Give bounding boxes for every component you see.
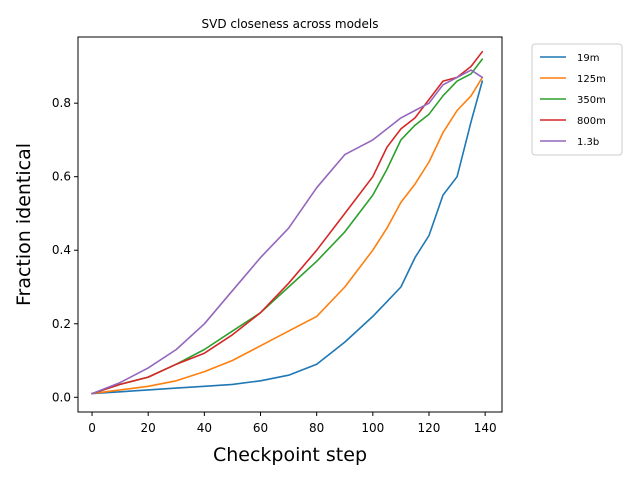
- x-tick-label: 20: [141, 421, 156, 435]
- x-tick-label: 80: [309, 421, 324, 435]
- x-tick-label: 120: [418, 421, 441, 435]
- legend-label-800m: 800m: [577, 116, 606, 127]
- legend-label-1.3b: 1.3b: [577, 137, 599, 148]
- x-tick-label: 60: [253, 421, 268, 435]
- x-axis-label: Checkpoint step: [213, 444, 367, 466]
- legend-box: [531, 43, 623, 156]
- series-line-19m: [91, 80, 484, 395]
- series-line-125m: [91, 76, 484, 395]
- axes-layer: 0 20 40 60 80 100 120 140 0.0 0.2 0.4 0.6 0.8: [52, 36, 503, 435]
- x-tick-label: 0: [88, 421, 96, 435]
- plot-area: [78, 37, 502, 412]
- series-line-1.3b: [91, 69, 484, 395]
- y-tick-label: 0.0: [52, 390, 71, 404]
- y-tick-label: 0.6: [52, 170, 71, 184]
- series-layer: [91, 50, 484, 395]
- axes-frame: [77, 36, 503, 413]
- legend-label-19m: 19m: [577, 53, 599, 64]
- y-tick-label: 0.8: [52, 96, 71, 110]
- x-tick-label: 40: [197, 421, 212, 435]
- x-tick-label: 140: [474, 421, 497, 435]
- legend-label-350m: 350m: [577, 95, 606, 106]
- y-axis-label: Fraction identical: [13, 143, 35, 306]
- x-tick-label: 100: [361, 421, 384, 435]
- series-line-800m: [91, 50, 484, 395]
- legend-label-125m: 125m: [577, 74, 606, 85]
- legend: 19m 125m 350m 800m 1.3b: [531, 43, 623, 156]
- y-tick-label: 0.2: [52, 317, 71, 331]
- chart-title: SVD closeness across models: [202, 17, 379, 31]
- y-tick-label: 0.4: [52, 243, 71, 257]
